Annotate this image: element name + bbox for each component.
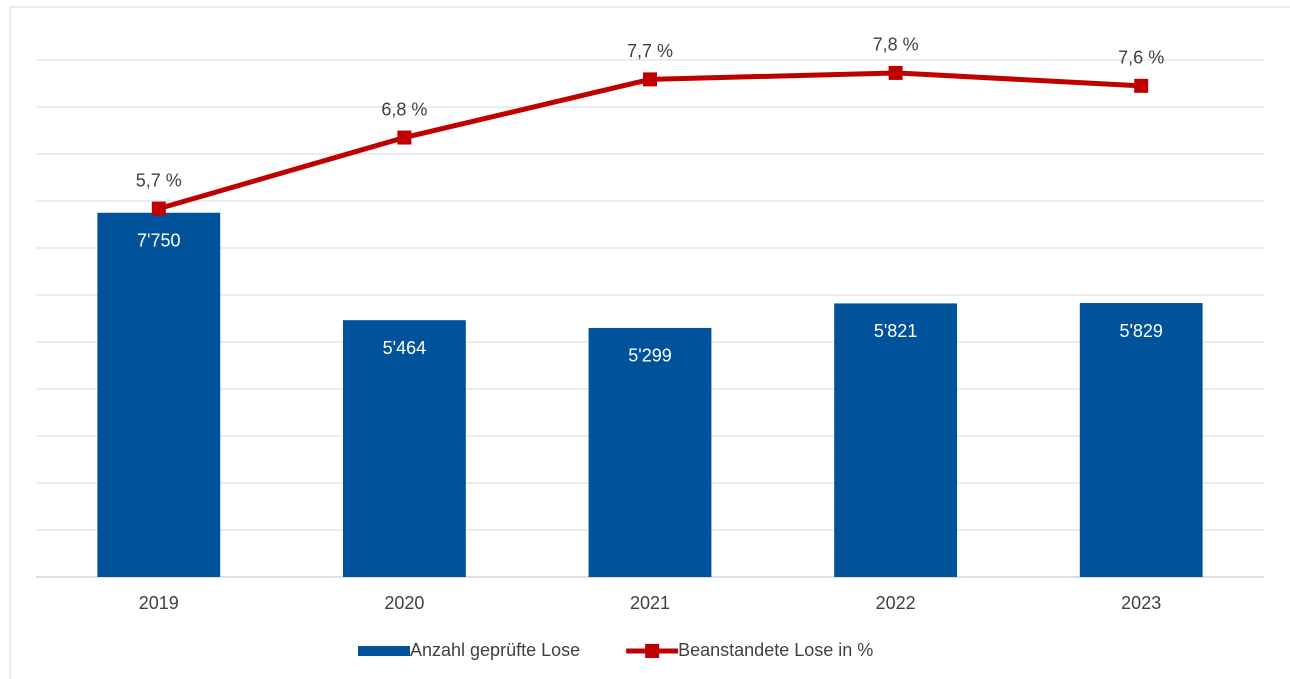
legend-swatch <box>358 646 410 656</box>
x-tick-label: 2021 <box>630 593 670 613</box>
line-value-label: 7,6 % <box>1118 48 1164 68</box>
chart-frame <box>9 6 1290 679</box>
bar <box>343 320 466 577</box>
x-tick-label: 2023 <box>1121 593 1161 613</box>
line-marker <box>888 65 903 80</box>
x-tick-label: 2022 <box>876 593 916 613</box>
bar-value-label: 7'750 <box>137 231 180 251</box>
line-value-label: 7,8 % <box>873 35 919 55</box>
line-marker <box>643 72 657 87</box>
bar <box>1079 303 1203 577</box>
bar <box>97 212 221 577</box>
bar <box>588 327 712 577</box>
bar-value-label: 5'829 <box>1119 321 1162 341</box>
line-value-label: 6,8 % <box>381 99 427 119</box>
line-marker <box>397 130 412 145</box>
legend-label: Beanstandete Lose in % <box>678 640 873 660</box>
x-tick-label: 2020 <box>384 593 424 613</box>
bar-value-label: 5'299 <box>628 346 671 366</box>
bar-value-label: 5'464 <box>383 338 426 358</box>
line-value-label: 7,7 % <box>627 41 673 61</box>
line <box>158 70 1142 212</box>
line-marker <box>1134 78 1149 93</box>
bar <box>834 303 957 577</box>
legend-swatch <box>645 644 660 658</box>
legend-label: Anzahl geprüfte Lose <box>410 640 580 660</box>
x-tick-label: 2019 <box>139 593 179 613</box>
line-value-label: 5,7 % <box>136 170 182 190</box>
bar-value-label: 5'821 <box>874 321 917 341</box>
line-marker <box>151 201 166 216</box>
